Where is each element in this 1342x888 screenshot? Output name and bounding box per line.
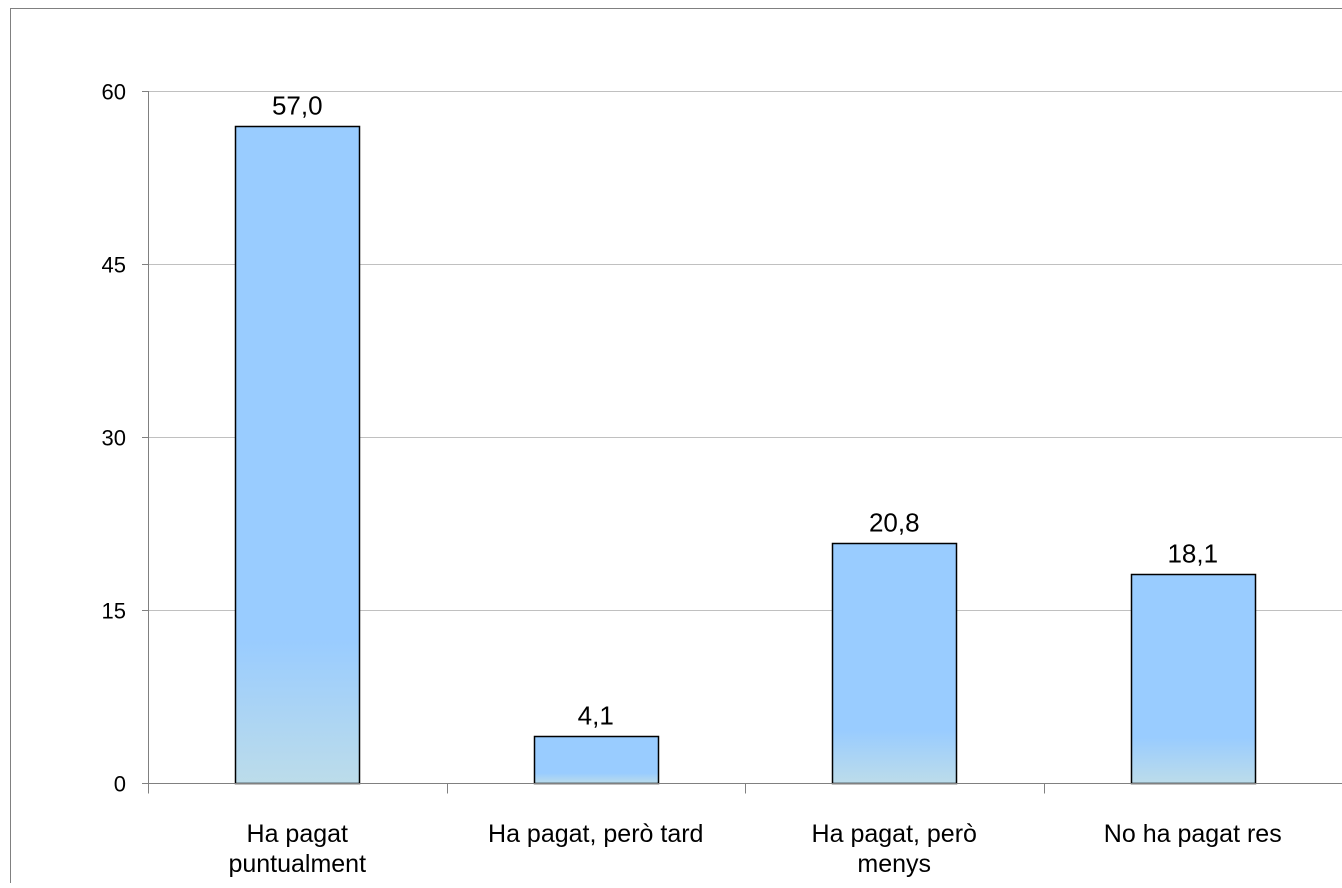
bars: [236, 127, 1256, 784]
bar: [535, 737, 659, 784]
y-tick-label: 60: [102, 80, 126, 105]
data-label: 57,0: [272, 91, 323, 121]
y-tick-label: 0: [114, 772, 126, 797]
data-label: 20,8: [869, 508, 920, 538]
y-tick-label: 45: [102, 253, 126, 278]
x-category-label: No ha pagat res: [1104, 820, 1282, 848]
y-tick-label: 30: [102, 426, 126, 451]
bar: [833, 544, 957, 784]
x-category-label: Ha pagat, però tard: [488, 820, 703, 848]
bar: [1132, 575, 1256, 784]
data-label: 18,1: [1167, 539, 1218, 569]
data-label: 4,1: [578, 701, 614, 731]
bar: [236, 127, 360, 784]
y-tick-label: 15: [102, 599, 126, 624]
